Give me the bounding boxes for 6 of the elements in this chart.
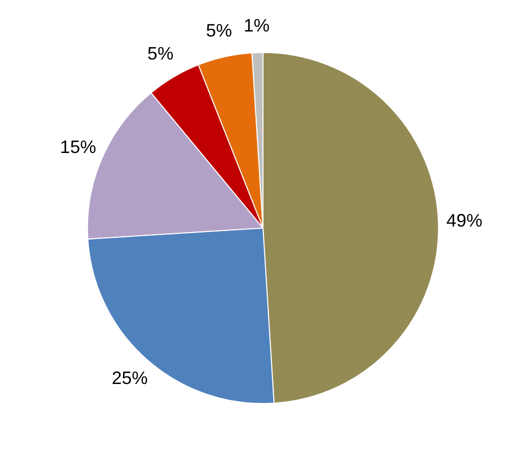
data-label: 25% [112, 368, 148, 388]
data-label: 1% [244, 16, 270, 36]
data-label: 49% [446, 210, 482, 231]
data-label: 5% [206, 20, 232, 40]
data-label: 15% [60, 136, 96, 157]
data-label: 5% [147, 44, 174, 64]
